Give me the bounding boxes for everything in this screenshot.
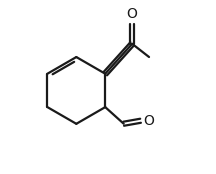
Text: O: O [143, 114, 154, 128]
Text: O: O [127, 7, 138, 21]
